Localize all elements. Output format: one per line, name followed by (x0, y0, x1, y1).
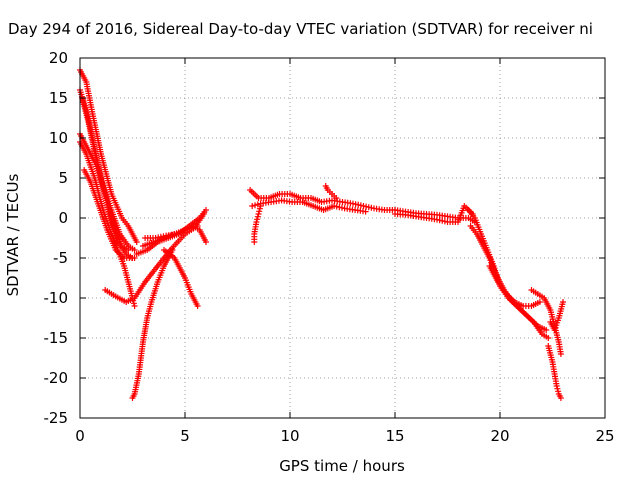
data-marks (77, 67, 566, 401)
data-point (252, 202, 258, 209)
y-tick-label: 0 (58, 209, 68, 227)
data-point (254, 216, 261, 223)
series-arc21 (486, 263, 543, 309)
data-point (256, 208, 263, 215)
data-point (536, 299, 543, 305)
data-point (557, 351, 564, 357)
x-tick-label: 10 (280, 427, 299, 445)
data-point (131, 255, 138, 261)
data-point (194, 303, 201, 309)
y-tick-label: -10 (44, 289, 69, 307)
data-point (543, 327, 550, 333)
series-arc23 (545, 343, 564, 401)
data-point (256, 205, 263, 212)
data-point (249, 203, 256, 209)
data-point (125, 247, 132, 253)
series-arc13 (251, 203, 264, 245)
y-tick-label: 15 (49, 89, 68, 107)
series-arc6 (81, 167, 138, 261)
x-tick-label: 5 (180, 427, 190, 445)
series-arc20 (467, 223, 550, 333)
y-tick-label: 20 (49, 49, 68, 67)
data-point (557, 395, 564, 401)
data-point (203, 239, 209, 245)
data-point (553, 383, 560, 389)
data-point (133, 239, 140, 245)
x-tick-label: 0 (75, 427, 85, 445)
series-arc11 (161, 247, 201, 309)
y-tick-label: 10 (49, 129, 68, 147)
x-tick-label: 15 (385, 427, 404, 445)
series-arc15 (249, 197, 369, 215)
y-tick-label: -25 (44, 409, 69, 427)
y-tick-label: 5 (58, 169, 68, 187)
data-point (554, 385, 561, 392)
series-arc19 (465, 207, 552, 341)
data-point (131, 247, 138, 253)
data-point (333, 195, 340, 201)
series-arc24 (547, 299, 566, 333)
data-point (254, 213, 261, 220)
series-arc1 (77, 67, 140, 245)
data-point (362, 208, 369, 215)
data-point (560, 299, 566, 305)
x-tick-label: 20 (490, 427, 509, 445)
data-point (255, 211, 262, 217)
data-point (545, 335, 552, 341)
chart-title: Day 294 of 2016, Sidereal Day-to-day VTE… (8, 20, 593, 38)
axis-ticks: 0 5 10 15 20 25 -25 -20 -15 -10 -5 0 5 10 15 20 (44, 49, 615, 445)
series-arc16 (322, 183, 340, 201)
y-tick-label: -20 (44, 369, 69, 387)
data-point (200, 211, 207, 217)
data-point (203, 207, 209, 213)
series-arc18 (392, 203, 476, 225)
x-axis-label: GPS time / hours (279, 457, 405, 475)
y-tick-label: -5 (53, 249, 68, 267)
data-point (130, 300, 137, 307)
grid-lines (80, 58, 605, 418)
series-arc12 (142, 223, 209, 245)
x-tick-label: 25 (595, 427, 614, 445)
data-point (555, 388, 562, 395)
data-point (254, 201, 261, 208)
data-point (131, 303, 138, 309)
y-axis-label: SDTVAR / TECUs (4, 173, 22, 296)
y-tick-label: -15 (44, 329, 69, 347)
data-point (253, 219, 260, 225)
plot-frame (79, 57, 606, 419)
